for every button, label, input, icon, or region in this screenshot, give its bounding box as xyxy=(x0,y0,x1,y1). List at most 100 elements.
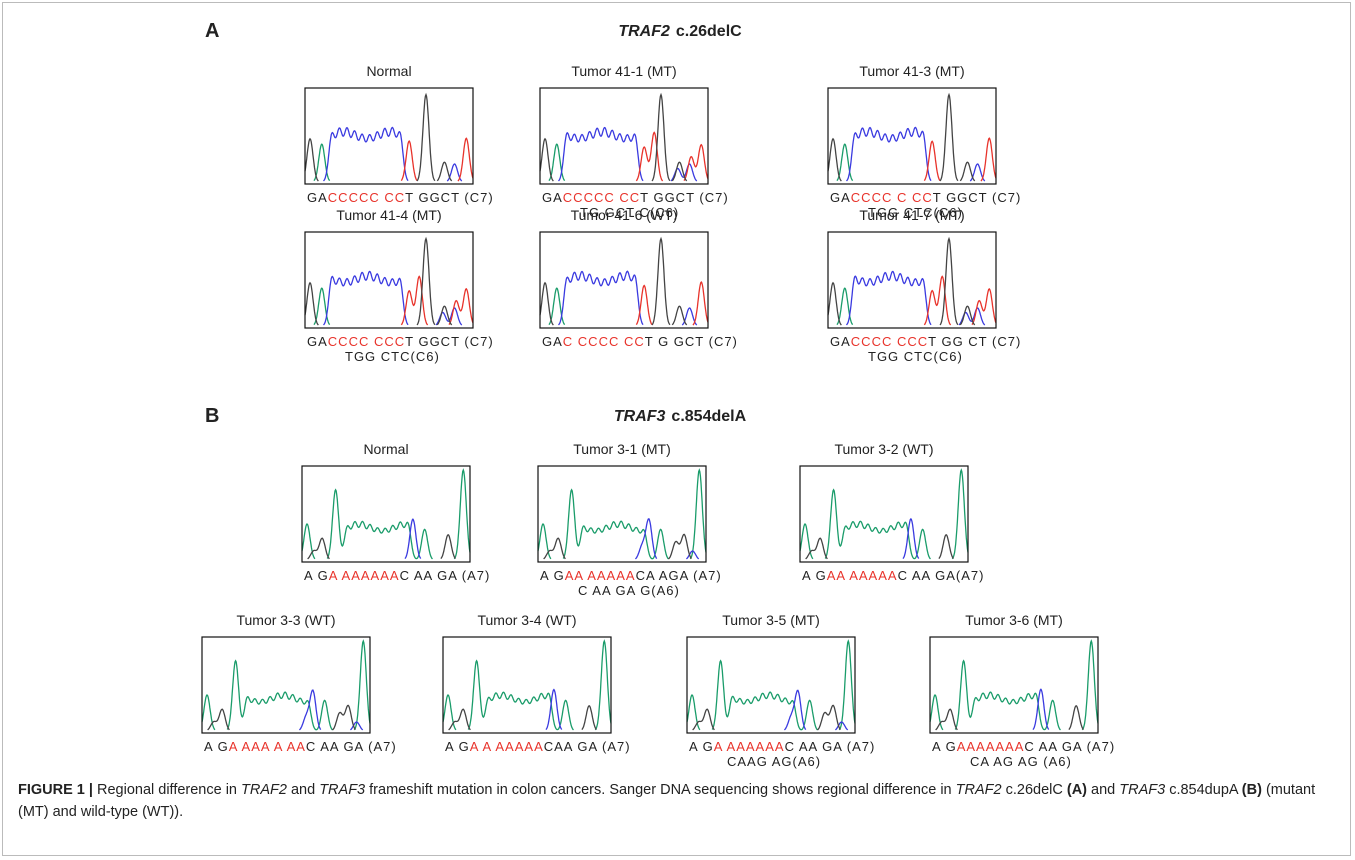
sequence-segment: A G xyxy=(802,568,827,583)
sequence-segment: A G xyxy=(540,568,565,583)
caption-segment: TRAF2 xyxy=(956,782,1002,798)
sequence-segment: C CCCC CC xyxy=(563,334,645,349)
sequence-segment: T GGCT (C7) xyxy=(933,190,1022,205)
gene-name: TRAF2 xyxy=(618,23,670,40)
sample-title: Tumor 3-3 (WT) xyxy=(236,612,335,628)
chromatogram-trace xyxy=(401,138,473,181)
sample-title: Tumor 41-6 (WT) xyxy=(571,207,678,223)
sequence-line: CA AG AG (A6) xyxy=(970,754,1072,769)
sequence-line: A GAA AAAAACA AGA (A7) xyxy=(540,568,722,583)
sequence-line: GACCCC CCCT GGCT (C7) xyxy=(307,334,494,349)
caption-segment: and xyxy=(1087,782,1119,798)
sequence-segment: TGG CTC(C6) xyxy=(868,349,963,364)
chromatogram-trace xyxy=(202,641,370,730)
sequence-segment: AAAAAAA xyxy=(957,739,1025,754)
sequence-segment: CAAG AG(A6) xyxy=(727,754,821,769)
sequence-segment: A AAA A AA xyxy=(229,739,306,754)
trace-box xyxy=(687,637,855,733)
sequence-line: GACCCCC CCT GGCT (C7) xyxy=(307,190,494,205)
caption-segment: and xyxy=(287,782,319,798)
caption-segment: FIGURE 1 | xyxy=(18,782,93,798)
sequence-segment: C AA GA (A7) xyxy=(1024,739,1115,754)
chromatogram-trace xyxy=(924,276,996,325)
sequence-segment: GA xyxy=(830,190,851,205)
chromatogram-trace xyxy=(636,282,708,325)
sequence-line: GACCCCC CCT GGCT (C7) xyxy=(542,190,729,205)
chromatogram-trace xyxy=(538,470,706,559)
sequence-segment: CA AG AG (A6) xyxy=(970,754,1072,769)
chromatogram-trace xyxy=(687,641,855,730)
caption-segment: TRAF3 xyxy=(319,782,365,798)
sequence-segment: C AA GA (A7) xyxy=(400,568,491,583)
sequence-segment: A AAAAAA xyxy=(329,568,400,583)
sequence-line: CAAG AG(A6) xyxy=(727,754,821,769)
sequence-segment: A G xyxy=(304,568,329,583)
panel-label: B xyxy=(205,405,219,427)
sequence-segment: A G xyxy=(689,739,714,754)
sequence-segment: AA AAAAA xyxy=(565,568,636,583)
sequence-segment: A AAAAAA xyxy=(714,739,785,754)
sequence-segment: A G xyxy=(204,739,229,754)
sample-title: Tumor 41-1 (MT) xyxy=(571,63,676,79)
caption-segment: Regional difference in xyxy=(93,782,241,798)
caption-segment: (A) xyxy=(1067,782,1087,798)
sequence-line: GACCCC C CCT GGCT (C7) xyxy=(830,190,1021,205)
sequence-segment: C AA GA(A7) xyxy=(898,568,985,583)
sequence-segment: T GGCT (C7) xyxy=(405,190,494,205)
panel-title: TRAF3 c.854delA xyxy=(614,408,747,425)
caption-segment: c.854dupA xyxy=(1165,782,1242,798)
sequence-segment: T GG CT (C7) xyxy=(928,334,1021,349)
page: ATRAF2c.26delCNormalGACCCCC CCT GGCT (C7… xyxy=(0,0,1355,860)
caption-segment: c.26delC xyxy=(1002,782,1067,798)
gene-name: TRAF3 xyxy=(614,408,666,425)
sequence-line: GACCCC CCCT GG CT (C7) xyxy=(830,334,1021,349)
sequence-segment: T GGCT (C7) xyxy=(405,334,494,349)
sample-title: Tumor 41-4 (MT) xyxy=(336,207,441,223)
caption-segment: TRAF2 xyxy=(241,782,287,798)
trace-box xyxy=(202,637,370,733)
caption-segment: frameshift mutation in colon cancers. Sa… xyxy=(365,782,956,798)
sequence-line: A GAA AAAAAC AA GA(A7) xyxy=(802,568,984,583)
sequence-line: TGG CTC(C6) xyxy=(868,349,963,364)
sequence-segment: A G xyxy=(445,739,470,754)
sequence-segment: CCCC C CC xyxy=(851,190,933,205)
sequence-segment: CAA GA (A7) xyxy=(544,739,631,754)
sequence-line: C AA GA G(A6) xyxy=(578,583,680,598)
sample-title: Normal xyxy=(366,63,411,79)
caption-segment: TRAF3 xyxy=(1119,782,1165,798)
sample-title: Tumor 3-5 (MT) xyxy=(722,612,819,628)
sample-title: Tumor 41-3 (MT) xyxy=(859,63,964,79)
sample-title: Tumor 3-1 (MT) xyxy=(573,441,670,457)
mutation-name: c.854delA xyxy=(671,408,746,425)
sequence-segment: T G GCT (C7) xyxy=(645,334,738,349)
panel-title: TRAF2 c.26delC xyxy=(618,23,742,40)
sequence-segment: GA xyxy=(830,334,851,349)
sequence-segment: GA xyxy=(307,190,328,205)
sequence-segment: T GGCT (C7) xyxy=(640,190,729,205)
sample-title: Tumor 3-4 (WT) xyxy=(477,612,576,628)
chromatogram-trace xyxy=(636,132,708,181)
sequence-segment: GA xyxy=(542,334,563,349)
sequence-segment: CCCC CCC xyxy=(328,334,405,349)
sample-title: Tumor 41-7 (MT) xyxy=(859,207,964,223)
sequence-line: TGG CTC(C6) xyxy=(345,349,440,364)
caption-segment: (B) xyxy=(1242,782,1262,798)
chromatogram-trace xyxy=(924,138,996,181)
sequence-segment: C AA GA (A7) xyxy=(306,739,397,754)
sequence-line: GAC CCCC CCT G GCT (C7) xyxy=(542,334,738,349)
sample-title: Tumor 3-2 (WT) xyxy=(834,441,933,457)
sequence-line: A GA AAA A AAC AA GA (A7) xyxy=(204,739,397,754)
sequence-segment: A A AAAAA xyxy=(470,739,544,754)
sequence-line: A GAAAAAAAC AA GA (A7) xyxy=(932,739,1115,754)
sequence-segment: CA AGA (A7) xyxy=(636,568,722,583)
chromatogram-trace xyxy=(401,276,473,325)
sequence-segment: CCCC CCC xyxy=(851,334,928,349)
trace-box xyxy=(538,466,706,562)
sample-title: Tumor 3-6 (MT) xyxy=(965,612,1062,628)
sequence-segment: AA AAAAA xyxy=(827,568,898,583)
sample-title: Normal xyxy=(363,441,408,457)
sequence-segment: CCCCC CC xyxy=(328,190,405,205)
sequence-segment: GA xyxy=(542,190,563,205)
mutation-name: c.26delC xyxy=(676,23,742,40)
